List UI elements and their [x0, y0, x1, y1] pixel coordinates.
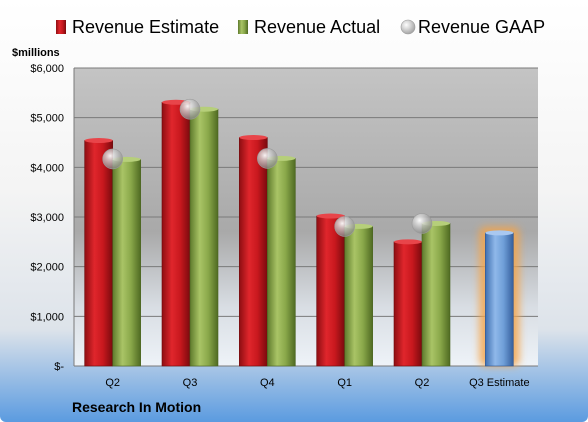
- y-tick-label: $1,000: [30, 311, 64, 323]
- revenue-estimate-bar-cap: [316, 213, 345, 219]
- x-tick-label: Q2: [415, 377, 430, 389]
- legend-label: Revenue GAAP: [418, 17, 545, 37]
- legend-label: Revenue Actual: [254, 17, 380, 37]
- gaap-markers: [102, 98, 433, 237]
- revenue-estimate-bar: [239, 137, 268, 367]
- legend-swatch: [56, 20, 66, 34]
- revenue-actual-bar: [421, 223, 451, 367]
- estimate-bar-cap: [485, 230, 514, 236]
- gridlines: [73, 67, 538, 367]
- revenue-actual-bar: [189, 108, 219, 367]
- y-tick-label: $6,000: [30, 63, 64, 75]
- revenue-estimate-bar-cap: [239, 135, 268, 141]
- y-tick-label: $2,000: [30, 262, 64, 274]
- x-axis-ticks: Q2 Q3 Q4 Q1 Q2 Q3 Estimate: [105, 377, 529, 389]
- y-tick-label: $4,000: [30, 162, 64, 174]
- y-tick-label: $-: [54, 361, 64, 373]
- legend-swatch: [400, 19, 416, 35]
- revenue-estimate-bar-cap: [84, 138, 113, 144]
- revenue-estimate-bar-cap: [394, 239, 422, 245]
- company-label: Research In Motion: [72, 399, 201, 415]
- y-tick-label: $3,000: [30, 212, 64, 224]
- revenue-estimate-bar: [316, 215, 345, 367]
- revenue-actual-bar: [112, 159, 141, 367]
- y-tick-label: $5,000: [30, 113, 64, 125]
- revenue-actual-bar: [344, 226, 373, 367]
- revenue-gaap-marker: [179, 98, 201, 120]
- legend: Revenue Estimate Revenue Actual Revenue GA…: [56, 17, 545, 37]
- bars: [84, 99, 520, 367]
- revenue-estimate-bar: [161, 101, 191, 367]
- legend-swatch: [238, 20, 248, 34]
- estimate-bar: [485, 232, 514, 367]
- revenue-gaap-marker: [102, 148, 123, 170]
- revenue-actual-bar: [267, 158, 296, 367]
- revenue-gaap-marker: [334, 216, 355, 237]
- revenue-gaap-marker: [411, 213, 433, 234]
- x-tick-label: Q4: [260, 377, 275, 389]
- revenue-estimate-bar: [84, 140, 113, 367]
- x-tick-label: Q3 Estimate: [469, 377, 530, 389]
- y-axis-ticks: $- $1,000 $2,000 $3,000 $4,000 $5,000 $6,000: [30, 63, 64, 373]
- revenue-estimate-bar: [393, 241, 423, 367]
- y-unit-label: $millions: [12, 47, 60, 59]
- x-tick-label: Q1: [337, 377, 352, 389]
- legend-label: Revenue Estimate: [72, 17, 219, 37]
- x-tick-label: Q2: [105, 377, 120, 389]
- revenue-gaap-marker: [257, 148, 278, 169]
- x-tick-label: Q3: [183, 377, 198, 389]
